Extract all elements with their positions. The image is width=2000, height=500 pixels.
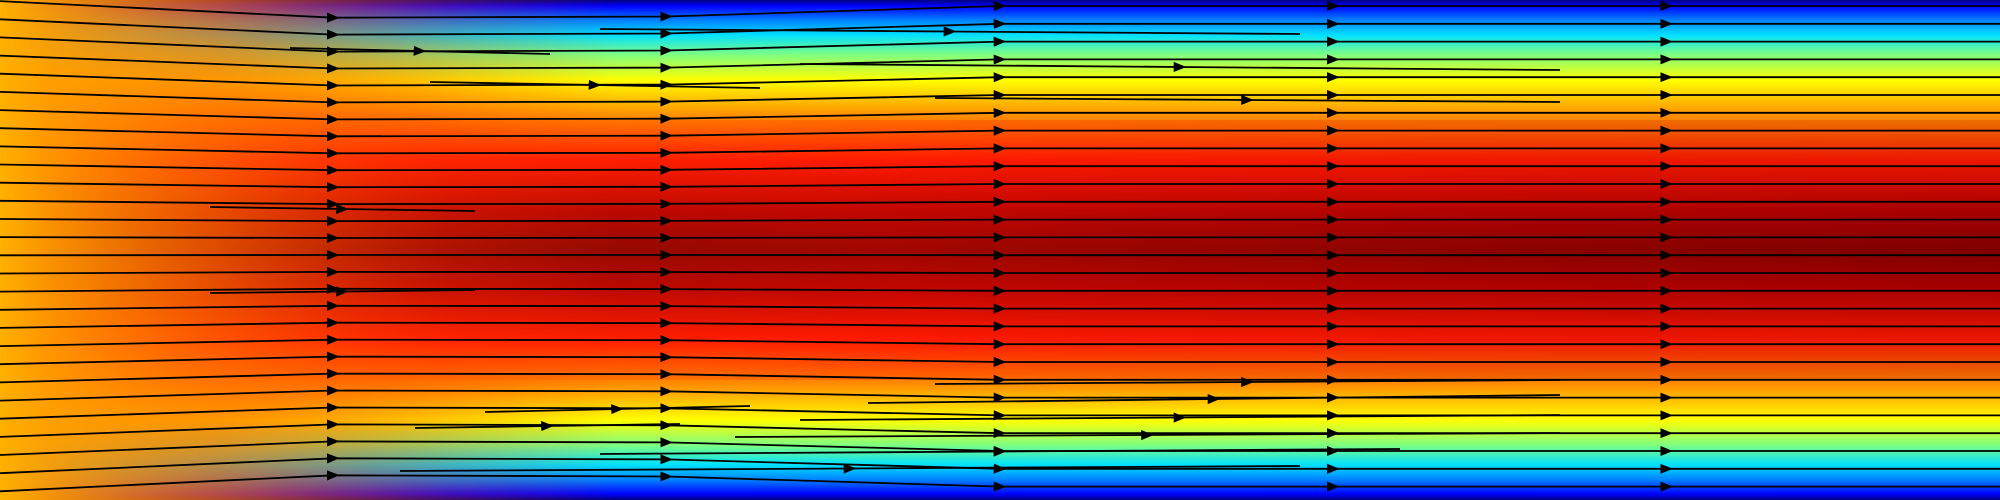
streamline: [0, 125, 2000, 142]
streamline: [0, 419, 2000, 439]
streamline-segment: [799, 61, 1561, 72]
streamline: [0, 300, 2000, 314]
streamline: [0, 470, 2000, 493]
streamline: [0, 232, 2000, 244]
streamline: [0, 283, 2000, 296]
streamline: [0, 196, 2000, 210]
streamline: [0, 18, 2000, 40]
streamline: [0, 72, 2000, 91]
streamline: [0, 54, 2000, 74]
streamline: [0, 368, 2000, 385]
streamline-segment: [734, 429, 1561, 441]
streamline: [0, 107, 2000, 125]
streamline-segment: [599, 446, 1401, 457]
streamline-segment: [599, 26, 1301, 37]
streamline: [0, 334, 2000, 350]
streamline: [0, 178, 2000, 193]
streamline: [0, 143, 2000, 159]
streamline: [0, 385, 2000, 403]
streamline: [0, 317, 2000, 332]
streamline: [0, 161, 2000, 176]
streamline-segment: [484, 404, 751, 415]
streamline: [0, 266, 2000, 279]
streamline-segment: [209, 286, 476, 297]
streamline-segment: [399, 463, 1301, 474]
streamline-segment: [799, 412, 1561, 423]
streamline: [0, 402, 2000, 421]
streamline-segment: [867, 394, 1561, 405]
streamline: [0, 351, 2000, 368]
streamline-segment: [934, 377, 1561, 388]
streamline-segment: [209, 203, 476, 214]
streamline-segment: [414, 421, 681, 432]
streamline: [0, 0, 2000, 23]
streamline: [0, 453, 2000, 475]
streamline-segment: [429, 79, 761, 90]
streamline-segment: [934, 94, 1561, 105]
streamline: [0, 89, 2000, 108]
streamline-segment: [289, 45, 551, 56]
streamline: [0, 36, 2000, 57]
streamline: [0, 214, 2000, 227]
